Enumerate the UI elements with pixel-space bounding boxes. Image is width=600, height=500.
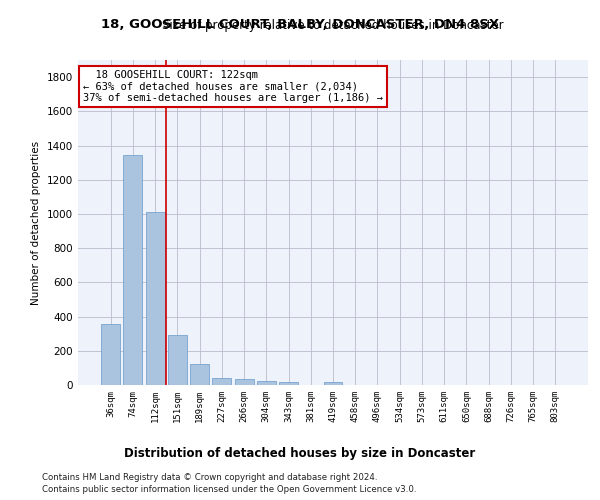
Bar	[101, 324, 120, 385]
Text: Distribution of detached houses by size in Doncaster: Distribution of detached houses by size …	[124, 448, 476, 460]
Bar	[257, 380, 276, 385]
Bar	[323, 382, 343, 385]
Bar	[190, 364, 209, 385]
Bar	[146, 212, 164, 385]
Bar	[168, 336, 187, 385]
Text: Contains HM Land Registry data © Crown copyright and database right 2024.: Contains HM Land Registry data © Crown c…	[42, 472, 377, 482]
Y-axis label: Number of detached properties: Number of detached properties	[31, 140, 41, 304]
Title: Size of property relative to detached houses in Doncaster: Size of property relative to detached ho…	[162, 20, 504, 32]
Text: 18 GOOSEHILL COURT: 122sqm
← 63% of detached houses are smaller (2,034)
37% of s: 18 GOOSEHILL COURT: 122sqm ← 63% of deta…	[83, 70, 383, 103]
Bar	[124, 154, 142, 385]
Bar	[235, 379, 254, 385]
Bar	[212, 378, 231, 385]
Text: Contains public sector information licensed under the Open Government Licence v3: Contains public sector information licen…	[42, 485, 416, 494]
Bar	[279, 382, 298, 385]
Text: 18, GOOSEHILL COURT, BALBY, DONCASTER, DN4 8SX: 18, GOOSEHILL COURT, BALBY, DONCASTER, D…	[101, 18, 499, 30]
